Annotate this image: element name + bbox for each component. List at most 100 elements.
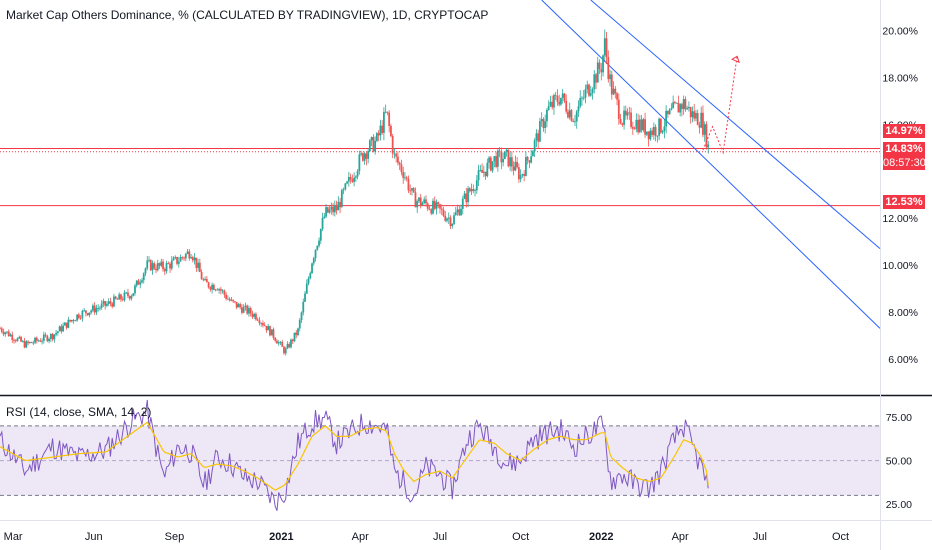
- price-candle: [219, 289, 222, 291]
- price-candle: [502, 159, 505, 163]
- price-candle: [56, 331, 59, 333]
- price-candle: [100, 303, 103, 308]
- price-candle: [155, 268, 157, 271]
- price-candle: [512, 166, 515, 171]
- price-tick-label: 6.00%: [888, 354, 918, 366]
- price-candle: [153, 263, 156, 269]
- price-candle: [688, 106, 690, 109]
- price-candle: [560, 97, 562, 105]
- price-candle: [365, 153, 368, 159]
- price-candle: [170, 260, 173, 269]
- price-candle: [212, 284, 215, 290]
- price-candle: [293, 332, 296, 342]
- price-candle: [493, 156, 496, 162]
- price-candle: [93, 305, 96, 313]
- price-candle: [197, 262, 199, 268]
- price-candle: [106, 303, 108, 306]
- price-candle: [523, 174, 526, 176]
- price-candle: [74, 320, 77, 322]
- price-candle: [235, 301, 238, 308]
- price-candle: [20, 336, 22, 342]
- price-candle: [72, 319, 75, 321]
- price-candle: [30, 342, 33, 344]
- price-tick-label: 12.00%: [882, 213, 918, 225]
- price-candle: [379, 125, 382, 136]
- price-candle: [602, 55, 604, 73]
- lower-level-badge: 12.53%: [883, 195, 925, 209]
- price-candle: [144, 268, 147, 274]
- price-candle: [118, 294, 121, 300]
- price-candle: [637, 119, 639, 133]
- price-candle: [407, 178, 410, 191]
- price-candle: [163, 269, 166, 272]
- price-candle: [698, 125, 701, 128]
- price-candle: [689, 106, 692, 118]
- price-candle: [677, 102, 680, 113]
- price-candle: [277, 342, 280, 344]
- price-candle: [262, 323, 264, 326]
- price-candle: [638, 119, 641, 133]
- price-candle: [53, 334, 56, 340]
- price-candle: [41, 340, 43, 342]
- price-candle: [260, 323, 263, 324]
- price-candle: [114, 296, 117, 299]
- price-candle: [463, 193, 466, 199]
- price-candle: [533, 140, 536, 152]
- price-candle: [90, 310, 93, 313]
- price-candle: [81, 310, 84, 319]
- price-candle: [83, 310, 86, 312]
- price-candle: [568, 110, 571, 118]
- price-candle: [367, 151, 370, 159]
- price-candle: [107, 301, 110, 304]
- price-candle: [656, 135, 659, 137]
- price-candle: [432, 200, 434, 214]
- price-candle: [665, 110, 668, 127]
- price-candle: [474, 190, 476, 192]
- price-candle: [672, 102, 675, 109]
- price-candle: [405, 177, 408, 179]
- price-candle: [349, 176, 352, 180]
- price-candle: [553, 95, 555, 108]
- price-candle: [386, 111, 389, 113]
- price-candle: [109, 301, 112, 304]
- price-candle: [269, 326, 271, 336]
- price-candle: [77, 314, 80, 318]
- time-axis-label: Jul: [753, 531, 767, 543]
- price-candle: [200, 272, 203, 280]
- price-candle: [319, 228, 322, 241]
- price-candle: [290, 339, 292, 348]
- price-candle: [295, 332, 298, 336]
- price-candle: [186, 251, 189, 254]
- price-candle: [330, 206, 333, 210]
- price-candle: [430, 209, 433, 214]
- price-candle: [195, 257, 198, 268]
- price-candle: [475, 180, 478, 191]
- price-candle: [495, 156, 497, 167]
- price-candle: [7, 331, 10, 337]
- price-candle: [707, 144, 710, 148]
- price-candle: [661, 131, 664, 133]
- price-candle: [624, 110, 627, 116]
- price-candle: [318, 240, 320, 246]
- price-candle: [360, 153, 363, 155]
- price-candle: [574, 121, 576, 123]
- time-axis-label: Jun: [85, 531, 103, 543]
- price-candle: [35, 337, 38, 341]
- channel-line: [590, 0, 881, 249]
- price-candle: [298, 320, 301, 329]
- price-candle: [363, 153, 366, 161]
- price-candle: [70, 319, 73, 322]
- price-candle: [428, 208, 431, 210]
- price-candle: [482, 171, 485, 173]
- price-candle: [446, 218, 448, 221]
- price-candle: [0, 328, 3, 332]
- price-candle: [232, 299, 235, 302]
- price-candle: [619, 118, 622, 124]
- price-candle: [702, 112, 704, 135]
- price-candle: [642, 119, 645, 131]
- price-candle: [453, 215, 455, 224]
- price-candle: [284, 348, 287, 354]
- price-candle: [18, 336, 21, 339]
